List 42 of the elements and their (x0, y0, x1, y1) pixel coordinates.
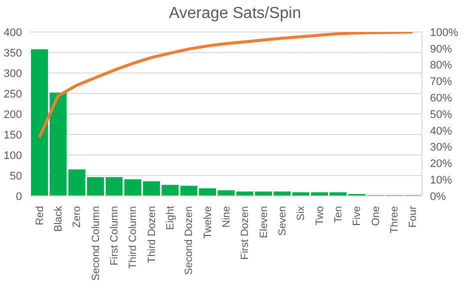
y-tick-label: 350 (4, 47, 22, 60)
y2-tick-label: 60% (430, 92, 452, 105)
y-tick-label: 300 (4, 68, 22, 80)
y2-tick-label: 0% (430, 190, 446, 203)
x-tick-label: Twelve (202, 206, 214, 239)
x-tick-label: First Dozen (239, 206, 252, 260)
x-tick-label: Black (52, 205, 64, 232)
y-tick-label: 150 (4, 129, 22, 142)
y-tick-label: 50 (10, 170, 22, 182)
y2-tick-label: 50% (430, 108, 452, 121)
x-tick-label: Five (351, 206, 364, 226)
x-tick-label: Four (407, 206, 420, 228)
y-tick-label: 400 (4, 26, 22, 39)
x-tick-label: Third Column (127, 206, 140, 270)
x-tick-label: Second Dozen (183, 206, 196, 275)
x-tick-label: Eleven (258, 206, 270, 238)
y-tick-label: 0 (16, 190, 22, 203)
x-tick-label: Six (295, 205, 308, 221)
x-tick-label: Third Dozen (146, 206, 158, 264)
x-tick-label: One (370, 206, 382, 226)
y-tick-label: 200 (4, 108, 22, 121)
y2-tick-label: 100% (430, 26, 458, 39)
y-tick-label: 100 (4, 150, 22, 162)
x-tick-label: Ten (332, 206, 344, 223)
y2-tick-label: 80% (430, 60, 452, 72)
chart-title: Average Sats/Spin (168, 4, 302, 24)
y2-tick-label: 20% (430, 158, 452, 170)
x-tick-label: First Column (108, 206, 120, 266)
y2-tick-label: 40% (430, 125, 452, 138)
x-tick-label: Red (34, 206, 46, 226)
x-tick-label: Seven (276, 206, 288, 236)
x-tick-label: Two (314, 206, 326, 226)
x-tick-label: Nine (220, 206, 232, 228)
x-tick-label: Zero (71, 206, 84, 228)
y2-tick-label: 90% (430, 43, 452, 56)
x-tick-label: Eight (164, 206, 176, 230)
y2-tick-label: 30% (430, 142, 452, 154)
x-tick-label: Three (388, 206, 400, 234)
y2-tick-label: 70% (430, 76, 452, 88)
x-tick-label: Second Column (90, 206, 102, 281)
y2-tick-label: 10% (430, 174, 452, 187)
y-tick-label: 250 (4, 88, 22, 100)
